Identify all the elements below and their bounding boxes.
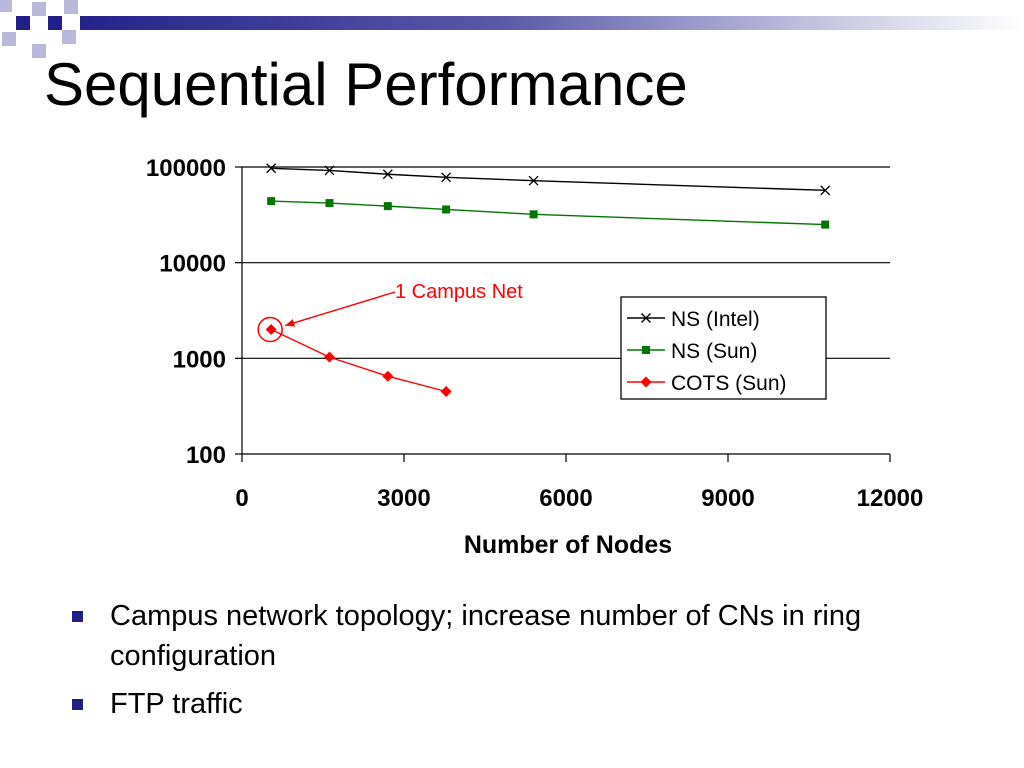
bullet-text: Campus network topology; increase number… [110,600,862,672]
data-point [267,197,276,206]
series-1 [267,197,830,229]
slide-title: Sequential Performance [44,51,688,118]
data-point [325,199,334,208]
square-bullet-icon [72,611,83,622]
deco-square [48,16,62,30]
deco-square [16,16,30,30]
bullet-text: FTP traffic [110,688,243,720]
axes: 100 1000 10000 100000 0 3000 6000 9000 12000 Numb… [146,155,923,559]
series-line [271,200,826,226]
legend-item: NS (Intel) [627,308,760,331]
y-tick-label: 1000 [173,346,226,373]
data-point [323,351,335,363]
legend-label: NS (Intel) [671,308,760,331]
data-point [382,169,393,180]
x-tick-label: 0 [235,485,248,512]
x-mark-stroke [382,169,393,180]
series-2 [265,324,452,398]
x-tick-label: 6000 [539,485,592,512]
series-0 [266,163,831,196]
annotation-arrowhead [285,319,296,327]
x-mark-stroke [528,175,539,186]
data-point [528,175,539,186]
x-mark-stroke [266,163,277,174]
legend-label: COTS (Sun) [671,372,787,395]
bullet-item: Campus network topology; increase number… [70,596,970,676]
title-band [80,16,1024,30]
bullet-list: Campus network topology; increase number… [70,596,970,732]
data-point [442,205,451,214]
legend: NS (Intel) NS (Sun) COTS (Sun) [620,296,827,400]
square-bullet-icon [72,699,83,710]
legend-marker [642,346,650,354]
data-point [265,324,277,336]
annotation-arrow [284,291,396,327]
data-point [821,220,830,229]
x-tick-label: 9000 [701,485,754,512]
legend-label: NS (Sun) [671,340,757,363]
legend-item: COTS (Sun) [627,372,787,395]
x-tick-label: 12000 [857,485,924,512]
data-point [529,210,538,219]
y-tick-label: 10000 [159,251,226,278]
x-mark-stroke [641,313,651,323]
series-line [270,328,447,393]
data-point [382,370,394,382]
x-mark-stroke [324,165,335,176]
bullet-item: FTP traffic [70,684,970,724]
x-axis-label: Number of Nodes [464,531,672,559]
data-point [324,165,335,176]
annotation-group: 1 Campus Net [257,281,523,343]
data-point [383,202,392,211]
deco-square [0,0,12,12]
data-point [441,172,452,183]
deco-square [62,30,76,44]
y-tick-label: 100000 [146,155,226,182]
data-point [266,163,277,174]
series-group [265,163,831,398]
legend-marker [640,376,652,388]
performance-chart: 100 1000 10000 100000 0 3000 6000 9000 12000 Numb… [146,155,923,559]
data-point [440,386,452,398]
annotation-label: 1 Campus Net [395,281,523,303]
deco-square [32,44,46,58]
annotation-circle [257,316,283,343]
y-tick-label: 100 [186,442,226,469]
deco-square [64,0,78,14]
data-point [820,185,831,196]
x-mark-stroke [820,185,831,196]
deco-square [32,2,46,16]
legend-marker [641,313,651,323]
x-tick-label: 3000 [377,485,430,512]
title-decoration [0,0,78,58]
series-line [271,167,826,192]
x-mark-stroke [441,172,452,183]
deco-square [2,32,16,46]
legend-item: NS (Sun) [627,340,757,363]
